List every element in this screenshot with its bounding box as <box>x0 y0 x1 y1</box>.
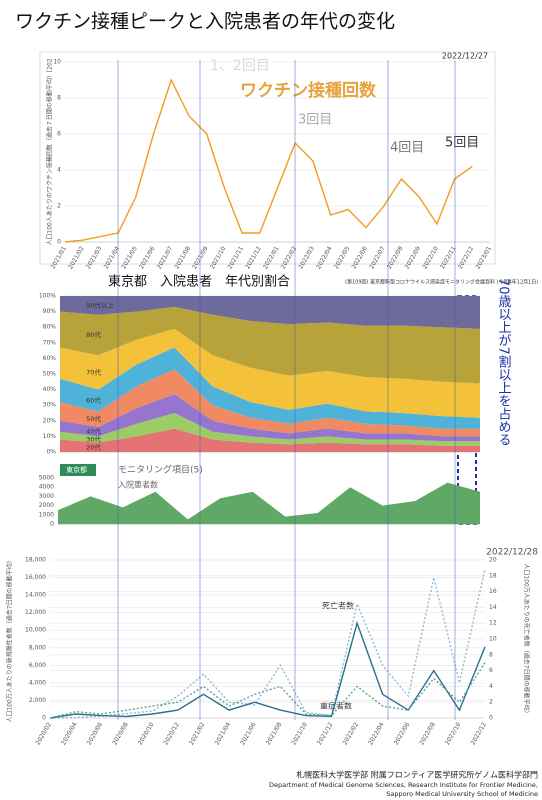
series-label: 20代 <box>86 442 101 451</box>
page-title: ワクチン接種ピークと入院患者の年代の変化 <box>15 11 395 33</box>
y-tick-label: 14,000 <box>25 592 46 599</box>
y-tick-label: 3000 <box>39 493 54 500</box>
stacked-area <box>60 369 480 437</box>
y-tick-label: 8 <box>57 95 61 102</box>
y2--label: 人口100万人あたりの死亡者数（過去7日間の移動平均） <box>523 563 531 716</box>
area <box>58 482 480 524</box>
y2-tick-label: 10 <box>489 636 497 643</box>
series-label: 40代 <box>86 427 101 436</box>
annotation: 重症者数 <box>320 701 352 711</box>
stacked-area <box>60 296 480 329</box>
series-label: 70代 <box>86 367 101 376</box>
series-line <box>49 620 486 719</box>
y-tick-label: 70% <box>43 339 57 346</box>
series-label: 50代 <box>86 414 101 423</box>
stacked-area <box>60 428 480 452</box>
y-tick-label: 50% <box>43 371 57 378</box>
panel-frame <box>39 51 496 265</box>
y-tick-label: 6 <box>57 131 61 138</box>
stacked-area <box>60 347 480 429</box>
y-label: 人口100人あたりのワクチン接種回数（過去７日間の移動平均）[202 <box>46 58 54 245</box>
y-tick-label: 2000 <box>39 502 54 509</box>
subtitle: 入院患者数 <box>118 480 158 490</box>
y-tick-label: 12,000 <box>25 609 46 616</box>
y-tick-label: 2,000 <box>29 697 46 704</box>
series-label: 80代 <box>86 330 101 339</box>
y-tick-label: 4,000 <box>29 679 46 686</box>
y2-tick-label: 12 <box>489 620 497 627</box>
y-tick-label: 4000 <box>39 484 54 491</box>
y2-tick-label: 8 <box>489 651 493 658</box>
y-tick-label: 60% <box>43 355 57 362</box>
y-tick-label: 10,000 <box>25 627 46 634</box>
y2-tick-label: 2 <box>489 699 493 706</box>
series-line <box>49 568 486 719</box>
y-tick-label: 30% <box>43 402 57 409</box>
footer-line: Sapporo Medical University School of Med… <box>386 790 538 798</box>
y2-tick-label: 0 <box>489 715 493 722</box>
date: 2022/12/27 <box>442 52 488 61</box>
title: モニタリング項目(5) <box>118 464 203 476</box>
y-tick-label: 2 <box>57 203 61 210</box>
y-tick-label: 10% <box>43 433 57 440</box>
y2-tick-label: 20 <box>489 557 497 564</box>
series-line <box>64 78 473 243</box>
y-tick-label: 100% <box>39 293 56 300</box>
badge: 東京都 <box>66 465 87 474</box>
y-label: 人口100万人あたりの新規陽性者数（過去7日間の移動平均） <box>6 557 14 722</box>
annotation: 5回目 <box>445 136 479 151</box>
y2-tick-label: 4 <box>489 683 493 690</box>
title: 東京都 入院患者 年代別割合 <box>108 274 290 290</box>
y2-tick-label: 18 <box>489 572 497 579</box>
y-tick-label: 80% <box>43 324 57 331</box>
stacked-area <box>60 328 480 418</box>
y-tick-label: 6,000 <box>29 662 46 669</box>
series-line <box>49 662 486 719</box>
y-tick-label: 16,000 <box>25 574 46 581</box>
annotation: 70歳以上が7割以上を占める <box>496 278 512 446</box>
y-tick-label: 0 <box>50 521 54 528</box>
annotation: 1、2回目 <box>210 58 270 74</box>
y-tick-label: 0 <box>57 239 61 246</box>
series-label: 90代以上 <box>86 300 114 309</box>
y-tick-label: 0% <box>46 449 56 456</box>
stacked-area <box>60 394 480 442</box>
source: (第109回) 東京都新型コロナウイルス感染症モニタリング会議資料 (令和4年1… <box>345 279 538 286</box>
annotation: 3回目 <box>298 113 332 128</box>
y-tick-label: 1000 <box>39 511 54 518</box>
date: 2022/12/28 <box>486 548 538 558</box>
y2-tick-label: 14 <box>489 604 497 611</box>
badge-bg <box>60 464 96 476</box>
y-tick-label: 0 <box>42 715 46 722</box>
footer-line: 札幌医科大学医学部 附属フロンティア医学研究所ゲノム医科学部門 <box>296 770 538 780</box>
y2-tick-label: 16 <box>489 588 497 595</box>
stacked-area <box>60 413 480 446</box>
annotation: 4回目 <box>390 141 424 156</box>
y-tick-label: 5000 <box>39 475 54 482</box>
y-tick-label: 90% <box>43 308 57 315</box>
series-label: 30代 <box>86 435 101 444</box>
y-tick-label: 8,000 <box>29 644 46 651</box>
y-tick-label: 10 <box>53 59 61 66</box>
y2-tick-label: 6 <box>489 667 493 674</box>
annotation: 死亡者数 <box>322 601 354 611</box>
y-tick-label: 4 <box>57 167 61 174</box>
stacked-area <box>60 306 480 384</box>
footer-line: Department of Medical Genome Sciences, R… <box>269 781 538 789</box>
series-label: 60代 <box>86 396 101 405</box>
y-tick-label: 20% <box>43 417 57 424</box>
annotation: ワクチン接種回数 <box>240 80 377 101</box>
y-tick-label: 18,000 <box>25 557 46 564</box>
y-tick-label: 40% <box>43 386 57 393</box>
